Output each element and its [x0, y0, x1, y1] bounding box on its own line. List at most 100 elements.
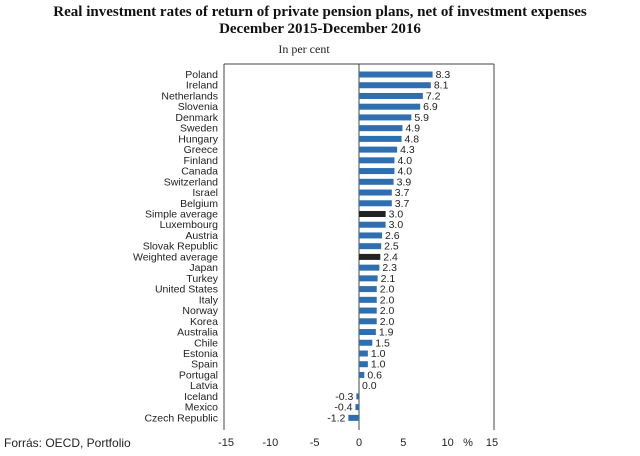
source-note: Forrás: OECD, Portfolio	[4, 436, 131, 450]
category-label: Portugal	[179, 369, 218, 381]
bar	[359, 243, 382, 250]
data-label: 2.0	[380, 294, 395, 306]
bar	[359, 82, 431, 89]
data-label: -0.3	[335, 391, 353, 403]
bar	[356, 393, 359, 400]
category-label: Ireland	[186, 80, 218, 92]
bar	[359, 371, 365, 378]
data-label: 4.0	[397, 166, 412, 178]
category-label: Switzerland	[164, 176, 218, 188]
category-label: Australia	[177, 327, 218, 339]
bar	[359, 329, 376, 336]
data-label: 1.5	[375, 337, 390, 349]
data-label: 3.7	[395, 198, 410, 210]
bar	[359, 264, 380, 271]
data-label: -0.4	[334, 402, 352, 414]
bar	[359, 232, 383, 239]
category-label: Korea	[190, 316, 218, 328]
data-label: 1.0	[371, 359, 386, 371]
data-label: 7.2	[426, 90, 441, 102]
data-label: 2.0	[380, 316, 395, 328]
category-label: Latvia	[190, 380, 218, 392]
category-label: Belgium	[180, 198, 218, 210]
chart-title: Real investment rates of return of priva…	[53, 4, 587, 20]
bar	[359, 189, 392, 196]
data-label: 1.9	[379, 327, 394, 339]
data-label: 2.6	[385, 230, 400, 242]
data-label: 3.0	[389, 208, 404, 220]
bar	[359, 168, 395, 175]
bar	[348, 414, 359, 421]
data-label: 3.0	[389, 219, 404, 231]
bar	[359, 114, 412, 121]
data-label: 3.9	[397, 176, 412, 188]
category-label: Japan	[189, 262, 218, 274]
bar	[359, 350, 368, 357]
category-label: Israel	[192, 187, 218, 199]
category-label: Iceland	[184, 391, 218, 403]
bar	[359, 318, 377, 325]
chart-subtitle: December 2015-December 2016	[219, 21, 421, 37]
category-label: Spain	[191, 359, 218, 371]
unit-note: In per cent	[278, 42, 330, 56]
bar	[359, 253, 381, 260]
category-label: Italy	[199, 294, 219, 306]
data-label: -1.2	[327, 412, 345, 424]
data-label: 2.3	[382, 262, 397, 274]
category-label: Denmark	[175, 112, 218, 124]
x-tick-label: -5	[310, 437, 320, 449]
bar	[359, 103, 421, 110]
x-tick-label: 0	[356, 437, 362, 449]
category-label: Czech Republic	[144, 412, 218, 424]
category-label: Canada	[181, 166, 218, 178]
data-label: 4.9	[405, 123, 420, 135]
data-label: 0.6	[367, 369, 382, 381]
data-label: 6.9	[423, 101, 438, 113]
data-label: 2.0	[380, 284, 395, 296]
category-label: Hungary	[178, 133, 218, 145]
x-tick-label: 5	[400, 437, 406, 449]
category-label: Greece	[184, 144, 219, 156]
data-label: 8.3	[436, 69, 451, 81]
x-tick-label: -10	[262, 437, 278, 449]
bar	[355, 404, 359, 411]
bar	[359, 200, 392, 207]
category-label: Austria	[185, 230, 218, 242]
category-label: Finland	[184, 155, 219, 167]
category-label: Estonia	[183, 348, 218, 360]
data-label: 1.0	[371, 348, 386, 360]
bar	[359, 125, 403, 132]
bar	[359, 146, 398, 153]
category-label: Simple average	[145, 208, 218, 220]
bar	[359, 286, 377, 293]
x-tick-label: -15	[218, 437, 234, 449]
data-label: 2.1	[381, 273, 396, 285]
data-label: 8.1	[434, 80, 449, 92]
data-label: 2.5	[384, 241, 399, 253]
bar	[359, 135, 402, 142]
category-label: Weighted average	[133, 251, 218, 263]
bar	[359, 92, 423, 99]
category-label: Poland	[185, 69, 218, 81]
category-label: Mexico	[185, 402, 218, 414]
x-tick-label: 10	[442, 437, 454, 449]
bar	[359, 275, 378, 282]
bar	[359, 339, 373, 346]
category-label: Sweden	[180, 123, 218, 135]
bar	[359, 157, 395, 164]
bar	[359, 178, 394, 185]
bar	[359, 71, 433, 78]
category-label: United States	[155, 284, 218, 296]
category-label: Slovak Republic	[143, 241, 218, 253]
category-label: Chile	[194, 337, 218, 349]
category-label: Slovenia	[178, 101, 218, 113]
category-label: Turkey	[186, 273, 218, 285]
bar	[359, 361, 368, 368]
data-label: 3.7	[395, 187, 410, 199]
data-label: 4.3	[400, 144, 415, 156]
bar	[359, 221, 386, 228]
x-unit-label: %	[463, 437, 473, 449]
data-label: 5.9	[414, 112, 429, 124]
data-label: 2.4	[383, 251, 398, 263]
